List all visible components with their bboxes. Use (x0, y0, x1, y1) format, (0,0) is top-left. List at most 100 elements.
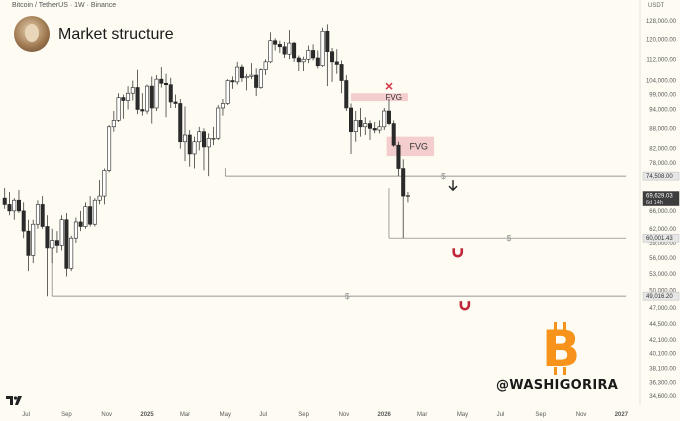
candle (182, 106, 187, 162)
candle-body-down (26, 230, 31, 256)
price-label: 69,629.03 (646, 194, 673, 200)
candle-body-down (401, 168, 406, 197)
candle (282, 41, 287, 59)
candle-body-down (121, 97, 126, 101)
candle (192, 136, 197, 169)
candle (31, 219, 36, 264)
x-tick-label: Nov (339, 412, 350, 418)
magnet-icon (459, 301, 471, 311)
candle (391, 120, 396, 147)
symbol-header[interactable]: Bitcoin / TetherUS · 1W · Binance (12, 2, 117, 9)
fvg-label: FVG (385, 93, 401, 102)
price-label: 60,001.43 (646, 236, 673, 242)
candle (83, 202, 88, 229)
candle (287, 30, 292, 60)
bitcoin-stem (554, 367, 557, 375)
candle-body-up (102, 170, 107, 197)
candle (21, 202, 26, 239)
candle-body-up (35, 204, 40, 225)
candle-body-down (339, 64, 344, 81)
candle (206, 133, 211, 177)
candle (168, 77, 173, 108)
candle-body-down (7, 204, 12, 212)
candle (92, 198, 97, 227)
candle (154, 75, 159, 112)
y-tick-label: 120,000.00 (646, 38, 677, 44)
dollar-marker: $ (441, 172, 446, 181)
candle (220, 99, 225, 116)
y-tick-label: 104,000.00 (646, 79, 677, 85)
candle (396, 141, 401, 177)
candle-body-up (107, 126, 112, 171)
price-label: 74,508.00 (646, 174, 673, 180)
candle-body-up (287, 42, 292, 55)
candle (140, 93, 145, 116)
candle (367, 120, 372, 141)
candle-body-up (145, 85, 150, 112)
candle-body-down (273, 40, 278, 45)
candle (197, 126, 202, 151)
candle (277, 40, 282, 53)
candle-body-up (59, 219, 64, 246)
candle-body-up (306, 50, 311, 60)
bitcoin-logo-icon: B (542, 320, 580, 378)
candle-body-up (301, 58, 306, 63)
candle (405, 191, 410, 203)
candle-body-down (344, 80, 349, 109)
candle (325, 24, 330, 87)
magnet-body (452, 248, 464, 258)
candle (353, 111, 358, 142)
candle-body-down (296, 57, 301, 63)
candle-body-up (182, 134, 187, 143)
candle (107, 125, 112, 173)
candle-body-down (292, 42, 297, 59)
y-tick-label: 88,000.00 (649, 126, 676, 132)
y-tick-label: 82,000.00 (649, 147, 676, 153)
candle (301, 56, 306, 72)
candle (334, 49, 339, 74)
candle-body-up (116, 97, 121, 121)
candle-body-down (372, 128, 377, 131)
price-label: 49,016.20 (646, 294, 673, 300)
x-tick-label: Jul (22, 412, 30, 418)
candle-body-up (405, 195, 410, 197)
candle-body-down (277, 44, 282, 48)
candle-body-down (282, 46, 287, 55)
candle-body-up (197, 131, 202, 143)
candle (64, 213, 69, 277)
candle-body-down (135, 87, 140, 110)
currency-label[interactable]: USDT (648, 3, 665, 9)
x-tick-label: Sep (61, 412, 72, 418)
x-tick-label: Sep (535, 412, 546, 418)
candle-body-down (88, 206, 93, 225)
y-tick-label: 34,600.00 (649, 394, 676, 400)
bitcoin-glyph: B (542, 320, 580, 378)
x-tick-label: Nov (576, 412, 587, 418)
candle (121, 94, 126, 119)
tradingview-logo[interactable] (6, 395, 22, 409)
candle (311, 44, 316, 61)
candle (363, 117, 368, 135)
dollar-marker: $ (345, 292, 350, 301)
avatar (14, 16, 50, 52)
candle-body-up (111, 120, 116, 128)
y-tick-label: 99,000.00 (649, 93, 676, 99)
x-tick-label: 2026 (378, 412, 392, 418)
candle-body-up (130, 87, 135, 94)
y-tick-label: 42,100.00 (649, 338, 676, 344)
y-tick-label: 78,000.00 (649, 161, 676, 167)
price-label-box (642, 191, 680, 206)
candle (73, 217, 78, 244)
candle-body-down (173, 101, 178, 104)
x-tick-label: May (457, 412, 468, 418)
candle (235, 61, 240, 85)
candle-body-down (315, 57, 320, 67)
candle-body-up (249, 74, 254, 77)
y-tick-label: 112,000.00 (646, 57, 676, 63)
x-tick-label: 2025 (140, 412, 154, 418)
candle-body-up (235, 66, 240, 83)
avatar-face (25, 24, 39, 42)
candle (382, 107, 387, 131)
